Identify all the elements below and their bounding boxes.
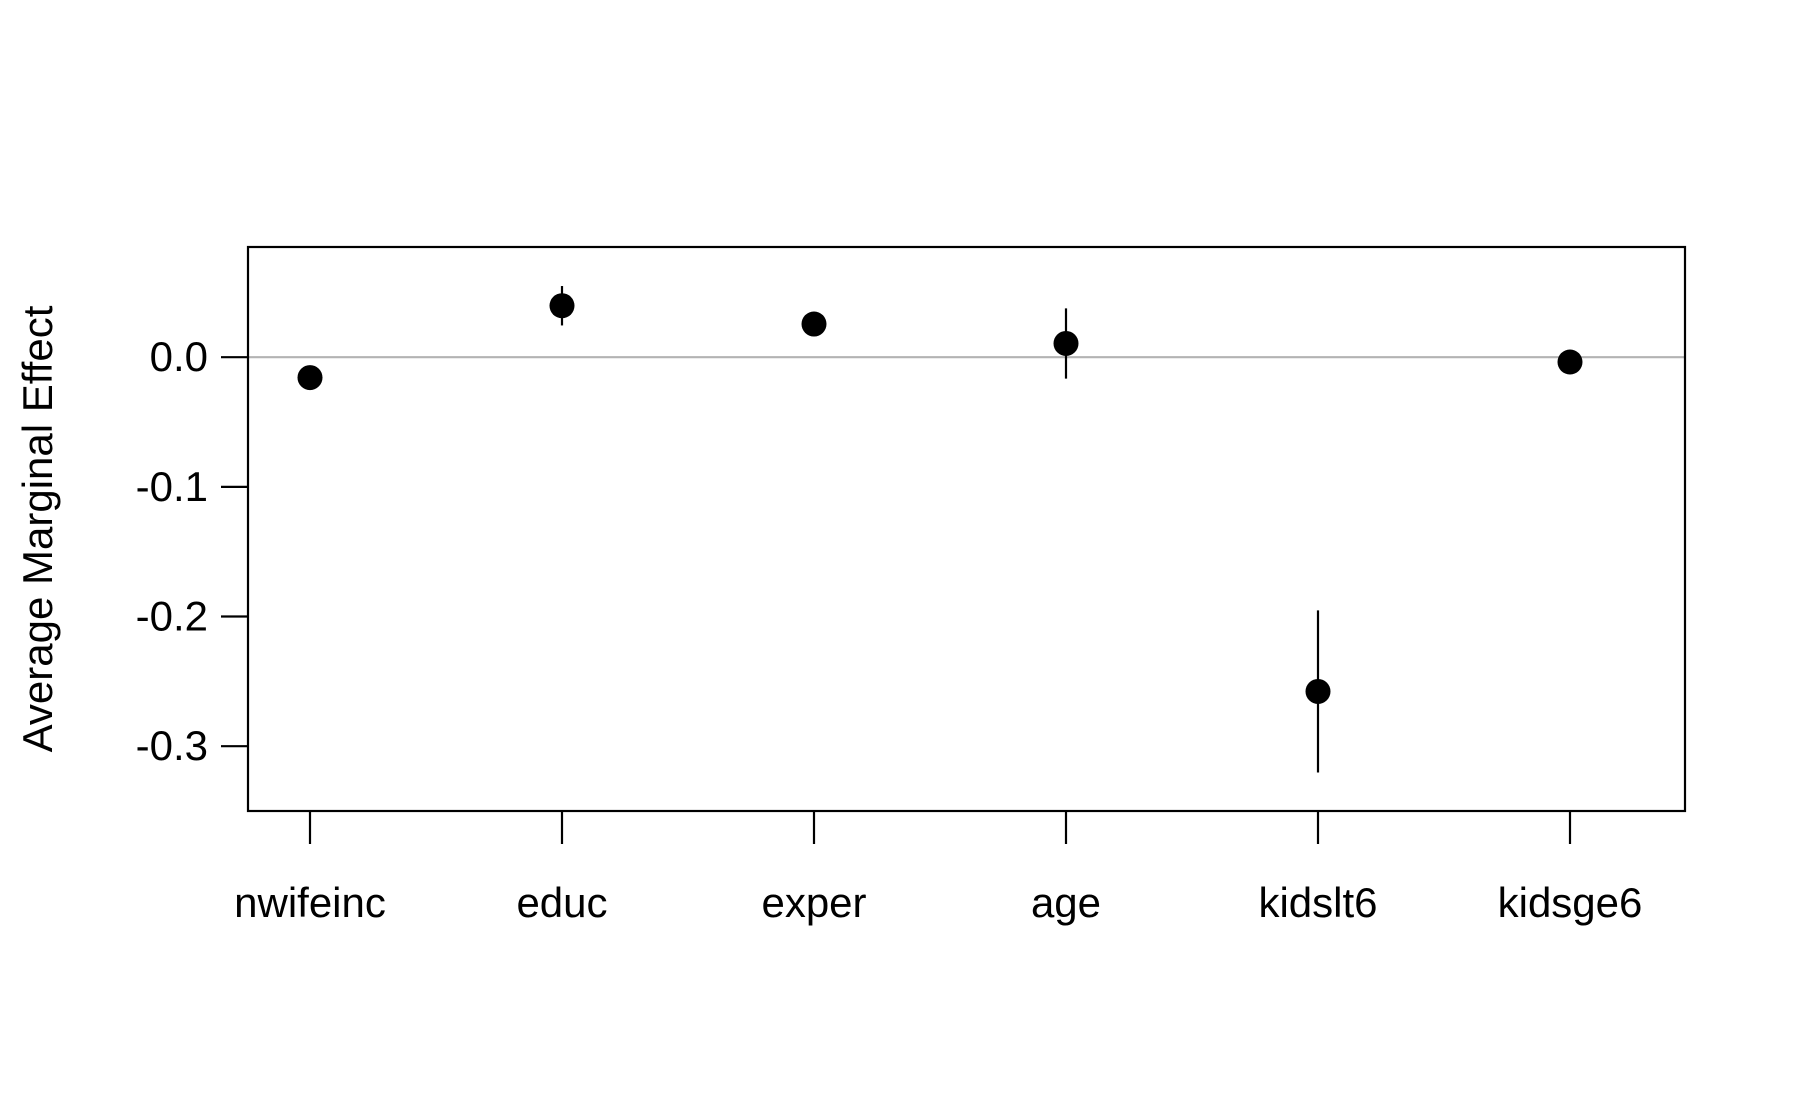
y-tick-label: -0.3 [136,722,208,769]
point-age [1053,330,1079,356]
point-exper [801,311,827,337]
plot-frame [246,245,1687,813]
x-tick-label: nwifeinc [234,879,386,926]
x-tick-label: age [1031,879,1101,926]
y-axis: 0.0 -0.1 -0.2 -0.3 [136,333,248,769]
x-axis: nwifeinc educ exper age kidslt6 kidsge6 [234,811,1642,926]
x-tick-label: kidsge6 [1498,879,1643,926]
y-tick-label: 0.0 [150,333,208,380]
point-layer [297,293,1583,704]
point-educ [549,293,575,319]
y-axis-label: Average Marginal Effect [14,305,61,752]
y-tick-label: -0.1 [136,463,208,510]
point-nwifeinc [297,365,323,391]
x-tick-label: kidslt6 [1258,879,1377,926]
point-kidsge6 [1557,349,1583,375]
point-kidslt6 [1305,678,1331,704]
y-tick-label: -0.2 [136,593,208,640]
x-tick-label: exper [761,879,866,926]
x-tick-label: educ [516,879,607,926]
